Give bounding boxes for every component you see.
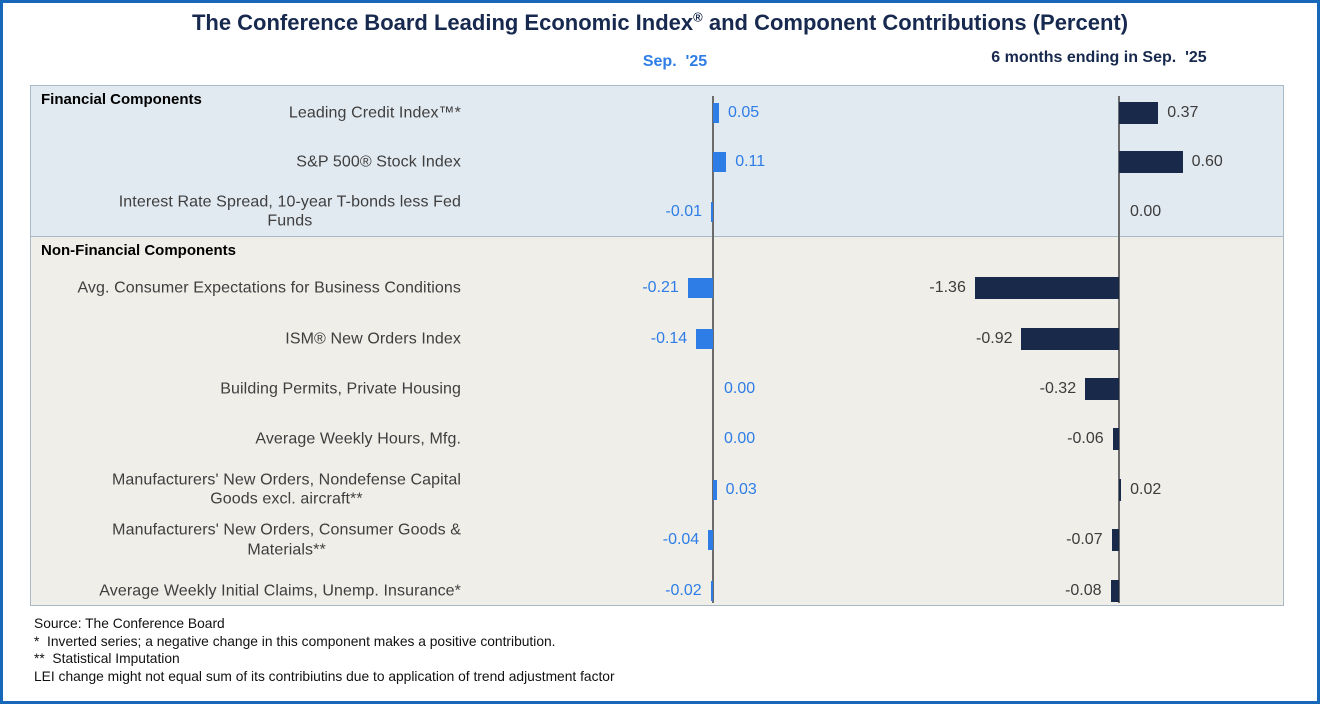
six-value-label: -0.08 bbox=[1065, 581, 1102, 599]
six-bar bbox=[1112, 428, 1119, 450]
sep-bar bbox=[687, 278, 713, 298]
six-value-label: -0.92 bbox=[976, 329, 1013, 347]
sep-value-label: 0.00 bbox=[724, 430, 756, 447]
chart-title: The Conference Board Leading Economic In… bbox=[3, 10, 1317, 36]
sep-value-label: -0.02 bbox=[665, 581, 702, 599]
category-label: S&P 500® Stock Index bbox=[296, 152, 461, 170]
category-label: Manufacturers' New Orders, Consumer Good… bbox=[112, 521, 461, 559]
sep-bar bbox=[696, 328, 713, 349]
non-financial-components-heading: Non-Financial Components bbox=[41, 242, 236, 259]
financial-components-heading: Financial Components bbox=[41, 91, 202, 108]
category-label: Leading Credit Index™* bbox=[288, 104, 461, 122]
footnote-statistical-imputation: ** Statistical Imputation bbox=[34, 651, 180, 666]
six-value-label: 0.37 bbox=[1167, 104, 1199, 121]
six-bar bbox=[1110, 579, 1119, 602]
six-bar bbox=[974, 277, 1119, 299]
footnote-inverted-series: * Inverted series; a negative change in … bbox=[34, 633, 556, 649]
category-label: Manufacturers' New Orders, Nondefense Ca… bbox=[111, 471, 461, 508]
sep-value-label: -0.01 bbox=[665, 202, 702, 220]
column-header-sep25: Sep. '25 bbox=[642, 53, 708, 70]
six-bar bbox=[1085, 377, 1119, 400]
six-bar bbox=[1119, 150, 1183, 173]
sep-value-label: 0.05 bbox=[728, 104, 760, 121]
sep-bar bbox=[708, 530, 713, 550]
category-label: Interest Rate Spread, 10-year T-bonds le… bbox=[118, 193, 461, 230]
six-value-label: -0.32 bbox=[1039, 379, 1077, 397]
sep-value-label: 0.11 bbox=[735, 152, 766, 170]
category-label: ISM® New Orders Index bbox=[285, 329, 461, 347]
column-header-6-months: 6 months ending in Sep. '25 bbox=[991, 49, 1207, 66]
registered-trademark-symbol: ® bbox=[693, 9, 703, 25]
six-value-label: -0.06 bbox=[1067, 430, 1104, 447]
six-bar bbox=[1111, 529, 1119, 551]
six-bar bbox=[1119, 102, 1159, 124]
financial-components-section: Financial Components bbox=[30, 85, 1284, 237]
category-label: Average Weekly Initial Claims, Unemp. In… bbox=[99, 581, 461, 599]
sep-column-zero-axis bbox=[712, 96, 714, 603]
six-value-label: 0.60 bbox=[1191, 152, 1223, 170]
six-bar bbox=[1021, 327, 1119, 350]
category-label: Average Weekly Hours, Mfg. bbox=[255, 430, 461, 448]
chart-title-post: and Component Contributions (Percent) bbox=[702, 10, 1129, 35]
six-month-column-zero-axis bbox=[1118, 96, 1120, 603]
six-bar bbox=[1119, 478, 1122, 501]
six-value-label: -1.36 bbox=[929, 279, 966, 296]
footnote-trend-adjustment: LEI change might not equal sum of its co… bbox=[34, 668, 615, 684]
six-value-label: -0.07 bbox=[1066, 531, 1103, 548]
category-label: Avg. Consumer Expectations for Business … bbox=[77, 279, 461, 297]
sep-bar bbox=[713, 479, 717, 500]
footnote-source: Source: The Conference Board bbox=[34, 616, 225, 631]
sep-value-label: 0.03 bbox=[725, 480, 757, 498]
sep-bar bbox=[713, 151, 727, 172]
sep-bar bbox=[711, 201, 713, 222]
footnotes: Source: The Conference Board * Inverted … bbox=[34, 615, 615, 685]
category-label: Building Permits, Private Housing bbox=[220, 379, 461, 397]
six-value-label: 0.02 bbox=[1130, 480, 1162, 498]
six-value-label: 0.00 bbox=[1130, 202, 1162, 220]
sep-bar bbox=[710, 580, 713, 601]
chart-title-pre: The Conference Board Leading Economic In… bbox=[191, 10, 694, 35]
sep-value-label: -0.21 bbox=[642, 279, 679, 296]
sep-value-label: -0.04 bbox=[662, 531, 700, 548]
sep-bar bbox=[713, 103, 719, 123]
sep-value-label: 0.00 bbox=[724, 379, 756, 397]
sep-value-label: -0.14 bbox=[650, 329, 688, 347]
